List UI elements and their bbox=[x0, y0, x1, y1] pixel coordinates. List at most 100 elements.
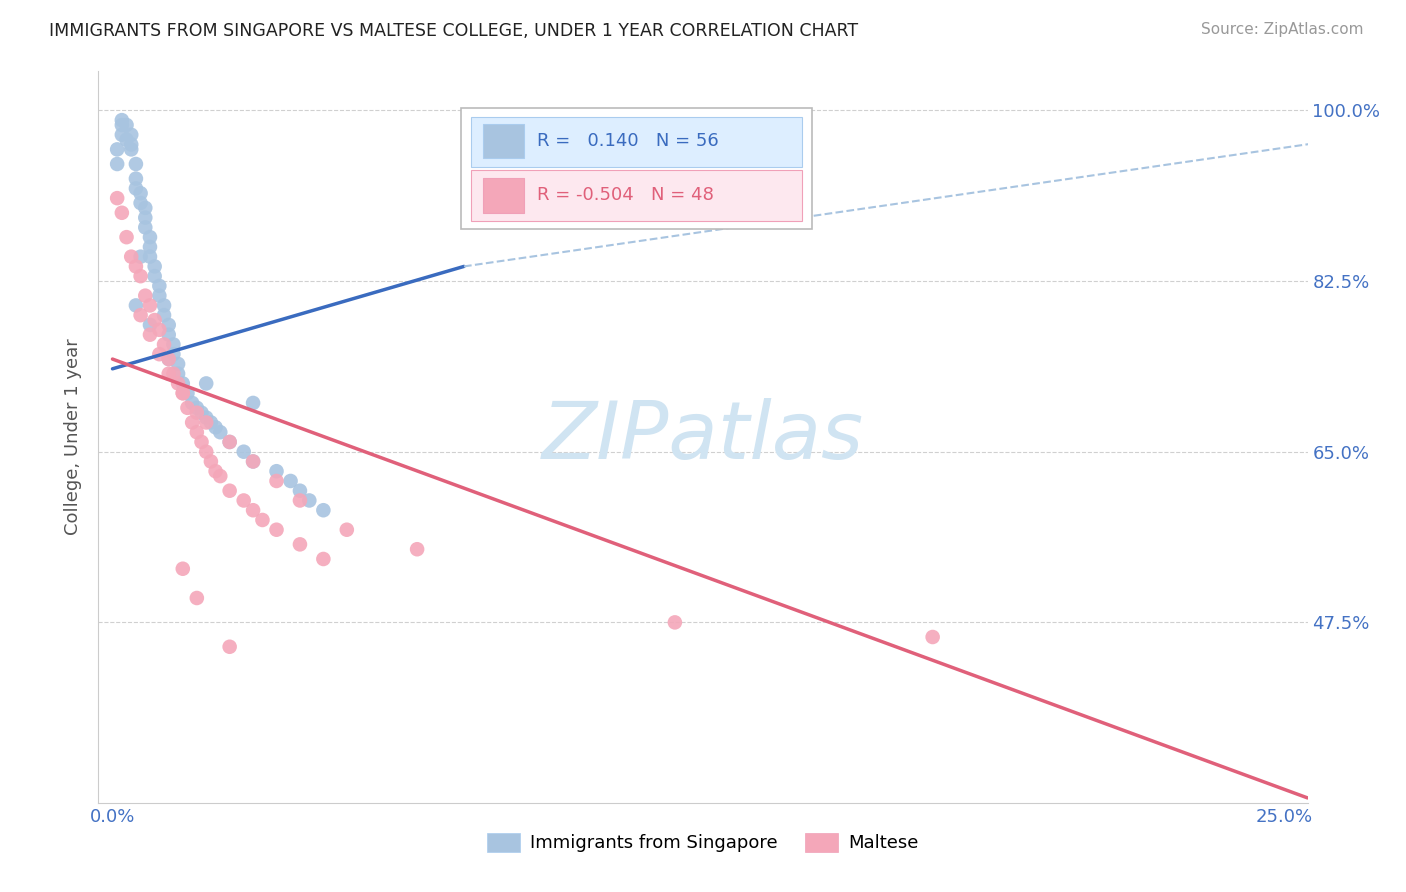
Point bbox=[242, 454, 264, 468]
Point bbox=[218, 434, 240, 449]
Point bbox=[232, 444, 254, 458]
Point bbox=[921, 630, 943, 644]
Point bbox=[134, 201, 156, 215]
Point bbox=[143, 269, 166, 284]
Point bbox=[176, 386, 198, 401]
Text: ZIPatlas: ZIPatlas bbox=[541, 398, 865, 476]
Point bbox=[157, 318, 180, 332]
Point bbox=[312, 552, 335, 566]
Point bbox=[172, 562, 194, 576]
Point bbox=[209, 469, 232, 483]
Point bbox=[125, 171, 148, 186]
Point bbox=[125, 260, 148, 274]
Point bbox=[115, 118, 138, 132]
Point bbox=[129, 196, 152, 211]
Point bbox=[162, 347, 184, 361]
Point bbox=[120, 128, 142, 142]
Point bbox=[105, 191, 128, 205]
Point bbox=[111, 206, 134, 220]
Point bbox=[186, 401, 208, 415]
Point bbox=[143, 260, 166, 274]
Point bbox=[120, 250, 142, 264]
Point bbox=[252, 513, 274, 527]
Point bbox=[111, 118, 134, 132]
Point bbox=[242, 454, 264, 468]
Point bbox=[232, 493, 254, 508]
Legend: Immigrants from Singapore, Maltese: Immigrants from Singapore, Maltese bbox=[479, 826, 927, 860]
Point bbox=[139, 327, 162, 342]
Point bbox=[218, 434, 240, 449]
Point bbox=[288, 483, 311, 498]
Point bbox=[148, 347, 170, 361]
Point bbox=[664, 615, 686, 630]
Point bbox=[157, 327, 180, 342]
Point bbox=[167, 357, 190, 371]
Point bbox=[266, 464, 288, 478]
Point bbox=[288, 493, 311, 508]
Point bbox=[139, 298, 162, 312]
Point bbox=[105, 142, 128, 156]
Point bbox=[111, 128, 134, 142]
Point bbox=[125, 298, 148, 312]
Point bbox=[157, 367, 180, 381]
FancyBboxPatch shape bbox=[482, 178, 524, 213]
Point bbox=[242, 503, 264, 517]
Point bbox=[172, 386, 194, 401]
Point bbox=[195, 444, 218, 458]
Point bbox=[266, 474, 288, 488]
Point bbox=[115, 230, 138, 244]
Point bbox=[129, 308, 152, 322]
Text: Source: ZipAtlas.com: Source: ZipAtlas.com bbox=[1201, 22, 1364, 37]
Point bbox=[139, 240, 162, 254]
Point bbox=[129, 186, 152, 201]
Point bbox=[218, 483, 240, 498]
Point bbox=[204, 464, 226, 478]
Point bbox=[172, 386, 194, 401]
Point bbox=[288, 537, 311, 551]
Point bbox=[153, 337, 176, 351]
Point bbox=[157, 352, 180, 367]
Point bbox=[148, 288, 170, 302]
Point bbox=[148, 323, 170, 337]
Point bbox=[167, 376, 190, 391]
FancyBboxPatch shape bbox=[482, 124, 524, 159]
Point bbox=[406, 542, 429, 557]
Text: R = -0.504   N = 48: R = -0.504 N = 48 bbox=[537, 186, 714, 204]
Point bbox=[209, 425, 232, 440]
Point bbox=[129, 269, 152, 284]
Point bbox=[143, 313, 166, 327]
Point bbox=[153, 298, 176, 312]
Point bbox=[134, 288, 156, 302]
Point bbox=[139, 318, 162, 332]
Point bbox=[204, 420, 226, 434]
Point bbox=[266, 523, 288, 537]
FancyBboxPatch shape bbox=[471, 170, 803, 220]
Text: R =   0.140   N = 56: R = 0.140 N = 56 bbox=[537, 132, 718, 150]
Point bbox=[176, 401, 198, 415]
FancyBboxPatch shape bbox=[471, 117, 803, 168]
Point bbox=[195, 410, 218, 425]
Point bbox=[200, 454, 222, 468]
Point bbox=[120, 142, 142, 156]
Point bbox=[218, 640, 240, 654]
Point bbox=[181, 416, 204, 430]
Point bbox=[125, 181, 148, 195]
Text: IMMIGRANTS FROM SINGAPORE VS MALTESE COLLEGE, UNDER 1 YEAR CORRELATION CHART: IMMIGRANTS FROM SINGAPORE VS MALTESE COL… bbox=[49, 22, 858, 40]
Point bbox=[298, 493, 321, 508]
Point bbox=[120, 137, 142, 152]
Point bbox=[162, 337, 184, 351]
Point bbox=[139, 230, 162, 244]
Point bbox=[195, 376, 218, 391]
Point bbox=[167, 367, 190, 381]
Point bbox=[190, 406, 212, 420]
FancyBboxPatch shape bbox=[461, 108, 811, 228]
Y-axis label: College, Under 1 year: College, Under 1 year bbox=[65, 339, 83, 535]
Point bbox=[134, 220, 156, 235]
Point bbox=[280, 474, 302, 488]
Point bbox=[200, 416, 222, 430]
Point bbox=[186, 406, 208, 420]
Point bbox=[139, 250, 162, 264]
Point bbox=[105, 157, 128, 171]
Point bbox=[129, 250, 152, 264]
Point bbox=[134, 211, 156, 225]
